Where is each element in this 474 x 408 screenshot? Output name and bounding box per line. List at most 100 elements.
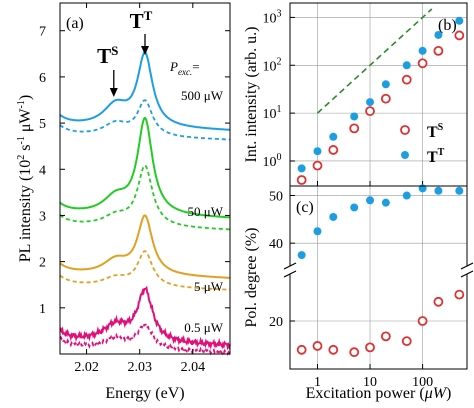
point-b-0-8 <box>433 45 444 56</box>
point-b-0-0 <box>296 175 307 185</box>
ytick-label-a-6: 7 <box>39 25 46 40</box>
arrowhead-singlet <box>109 88 118 97</box>
point-c-1-0 <box>296 344 307 355</box>
guide-line-b <box>316 8 433 114</box>
ytick-label-b-3: 103 <box>263 8 282 26</box>
point-c-1-7 <box>417 316 428 326</box>
point-b-0-1 <box>312 160 323 171</box>
axis-break-mark-bottom-0 <box>283 270 297 278</box>
axis-break-mark-top-1 <box>460 262 474 270</box>
xtick-label-c-2: 100 <box>412 375 433 390</box>
point-c-0-3 <box>350 203 359 212</box>
panel-label-b: (b) <box>438 17 457 34</box>
point-b-1-7 <box>418 46 427 55</box>
point-b-1-2 <box>329 132 338 141</box>
point-c-1-5 <box>380 331 391 342</box>
point-b-1-9 <box>455 16 464 25</box>
spectrum-solid-3 <box>59 285 231 351</box>
peak-label-triplet: TT <box>130 8 153 33</box>
ytick-label-a-1: 2 <box>39 256 46 271</box>
ytick-label-a-4: 5 <box>39 117 46 132</box>
xtick-label-a-2: 2.04 <box>181 360 206 375</box>
panel-label-a: (a) <box>66 15 84 32</box>
point-b-1-4 <box>366 98 375 107</box>
ytick-label-cu-0: 40 <box>269 237 283 252</box>
point-b-0-7 <box>417 58 428 69</box>
xtick-label-c-0: 1 <box>314 375 321 390</box>
panel-label-c: (c) <box>296 199 314 216</box>
point-b-0-4 <box>365 106 375 117</box>
legend-marker-b-1 <box>401 151 409 159</box>
axes-frame-a <box>59 2 231 355</box>
spectrum-dashed-3 <box>59 322 231 356</box>
point-c-0-4 <box>366 196 375 205</box>
ylabel-b: Int. intensity (arb. u.) <box>243 27 260 163</box>
point-b-0-5 <box>380 93 391 104</box>
point-c-0-9 <box>455 186 464 195</box>
point-c-0-5 <box>381 198 390 207</box>
legend-marker-b-0 <box>400 125 410 135</box>
legend-label-b-1: TT <box>427 147 445 166</box>
ylabel-c: Pol. degree (%) <box>243 228 260 328</box>
axes-frame-c <box>289 185 468 370</box>
point-b-1-6 <box>402 61 411 70</box>
point-c-1-4 <box>365 342 375 353</box>
spectrum-solid-2 <box>59 214 230 279</box>
point-b-1-8 <box>434 30 443 39</box>
axis-break-left-gap <box>284 266 296 274</box>
spectrum-dashed-2 <box>59 250 230 291</box>
ytick-label-a-0: 1 <box>39 302 46 317</box>
point-b-1-1 <box>313 147 322 156</box>
point-c-1-2 <box>328 344 339 355</box>
ylabel-a: PL intensity (102 s-1 μW-1) <box>16 95 34 262</box>
axis-break-mark-bottom-1 <box>460 270 474 278</box>
xtick-label-c-1: 10 <box>363 375 377 390</box>
spectrum-dashed-1 <box>59 164 230 231</box>
point-b-0-6 <box>401 74 412 85</box>
xlabel-a: Energy (eV) <box>105 385 184 402</box>
point-b-1-0 <box>297 164 306 173</box>
ytick-label-cu-1: 50 <box>269 190 283 205</box>
ytick-label-cl-0: 20 <box>269 315 283 330</box>
axis-break-mark-top-0 <box>283 262 297 270</box>
xtick-label-a-1: 2.03 <box>127 360 152 375</box>
point-c-1-6 <box>401 336 412 347</box>
point-c-1-1 <box>312 341 323 351</box>
ytick-label-a-3: 4 <box>39 163 46 178</box>
point-c-1-3 <box>349 347 360 358</box>
peak-label-singlet: TS <box>97 43 118 68</box>
arrowhead-triplet <box>141 46 149 55</box>
point-c-0-8 <box>434 186 443 195</box>
point-b-0-2 <box>328 145 339 155</box>
xlabel-c: Excitation power (μW) <box>306 385 452 402</box>
xtick-label-a-0: 2.02 <box>74 360 99 375</box>
ytick-label-b-2: 102 <box>263 56 282 74</box>
series-label-1: 50 μW <box>188 204 224 219</box>
series-label-2: 5 μW <box>194 279 224 294</box>
point-c-0-2 <box>329 212 338 221</box>
series-label-0: 500 μW <box>181 88 224 103</box>
legend-label-b-0: TS <box>427 122 444 141</box>
point-c-0-6 <box>402 191 411 200</box>
point-b-0-9 <box>454 30 465 41</box>
panel-a: 500 μW 50 μW 5 μW 0.5 μW 1 2 3 4 5 6 7 2.02 2.03 2.04… <box>16 2 231 402</box>
point-c-1-9 <box>454 289 465 300</box>
point-b-1-5 <box>381 80 390 89</box>
point-c-0-1 <box>313 227 322 236</box>
point-b-1-3 <box>350 112 359 121</box>
ytick-label-a-2: 3 <box>39 209 46 224</box>
ytick-label-b-1: 101 <box>263 104 282 122</box>
ytick-label-b-0: 100 <box>263 152 282 170</box>
axis-break-right-gap <box>461 266 473 274</box>
power-header: Pexc.= <box>169 59 200 77</box>
point-b-0-3 <box>349 123 360 134</box>
spectrum-dashed-0 <box>59 99 231 141</box>
point-c-1-8 <box>433 296 444 307</box>
ytick-label-a-5: 6 <box>39 71 46 86</box>
spectrum-solid-1 <box>59 116 231 219</box>
point-c-0-0 <box>297 251 306 260</box>
series-label-3: 0.5 μW <box>184 320 223 335</box>
